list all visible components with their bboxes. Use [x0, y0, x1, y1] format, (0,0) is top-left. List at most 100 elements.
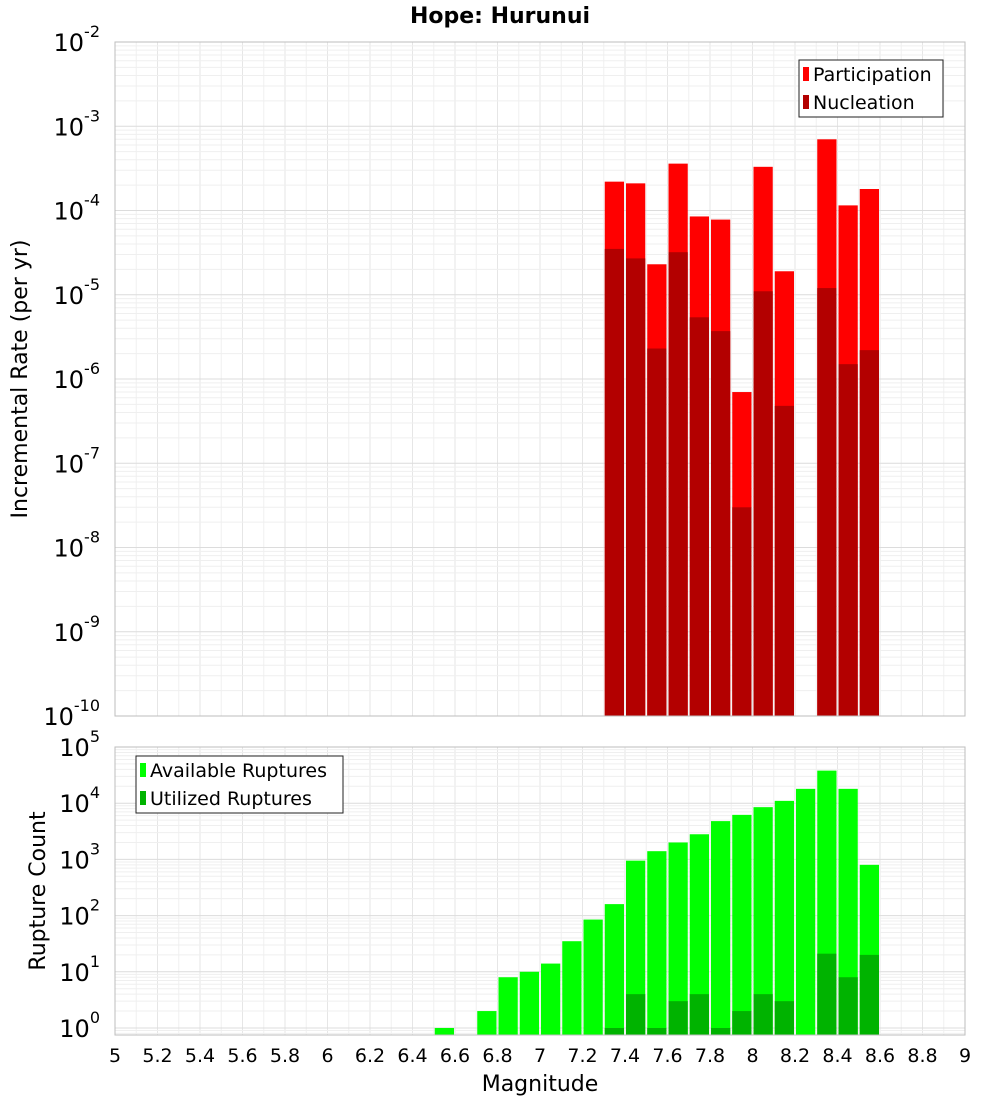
- bar-nucleation: [711, 331, 731, 716]
- x-axis-label: Magnitude: [482, 1072, 599, 1097]
- x-tick-label: 6.6: [440, 1045, 470, 1067]
- legend-label: Utilized Ruptures: [150, 788, 312, 810]
- bar-utilized-ruptures: [647, 1027, 667, 1035]
- bar-utilized-ruptures: [711, 1027, 731, 1035]
- x-tick-label: 5.4: [185, 1045, 215, 1067]
- bar-utilized-ruptures: [689, 994, 709, 1035]
- plot-frame: [114, 746, 966, 1036]
- x-tick-label: 5: [109, 1045, 121, 1067]
- bar-utilized-ruptures: [668, 1001, 688, 1035]
- legend-label: Participation: [813, 64, 932, 86]
- x-tick-label: 7.4: [610, 1045, 640, 1067]
- bottom-panel: 105 104 103 102 101 100 Available Ruptures Util…: [59, 727, 966, 1043]
- bar-nucleation: [626, 258, 646, 716]
- bar-utilized-ruptures: [732, 1011, 752, 1035]
- bar-utilized-ruptures: [626, 994, 646, 1035]
- legend-box: [135, 755, 344, 814]
- x-tick-label: 8.8: [907, 1045, 937, 1067]
- bar-available-ruptures: [604, 904, 624, 1035]
- bar-available-ruptures: [647, 851, 667, 1035]
- bar-available-ruptures: [541, 963, 561, 1035]
- y-tick-label: 101: [59, 952, 100, 987]
- bar-nucleation: [774, 405, 794, 716]
- bar-utilized-ruptures: [859, 954, 879, 1035]
- y-tick-label: 10-9: [54, 612, 101, 647]
- x-tick-label: 5.8: [270, 1045, 300, 1067]
- x-tick-label: 6.8: [482, 1045, 512, 1067]
- bar-available-ruptures: [626, 860, 646, 1035]
- bar-available-ruptures: [774, 800, 794, 1035]
- y-tick-label: 105: [59, 727, 100, 762]
- bar-available-ruptures: [562, 941, 582, 1035]
- x-tick-label: 6.2: [355, 1045, 385, 1067]
- legend: Available Ruptures Utilized Ruptures: [135, 755, 344, 814]
- bar-available-ruptures: [434, 1027, 454, 1035]
- y-tick-label: 10-2: [54, 22, 101, 57]
- x-tick-label: 8.4: [822, 1045, 852, 1067]
- bottom-y-axis-label: Rupture Count: [26, 811, 51, 971]
- y-tick-label: 10-3: [54, 106, 101, 141]
- plot-frame: [114, 41, 966, 717]
- bar-available-ruptures: [668, 842, 688, 1035]
- x-tick-label: 7: [534, 1045, 546, 1067]
- bar-nucleation: [859, 350, 879, 716]
- x-tick-label: 5.6: [227, 1045, 257, 1067]
- x-tick-label: 5.2: [142, 1045, 172, 1067]
- bar-available-ruptures: [753, 807, 773, 1035]
- x-tick-labels: 5 5.2 5.4 5.6 5.8 6 6.2 6.4 6.6 6.8 7 7.2 7.4 7.6 7.8 8…: [109, 1045, 971, 1067]
- top-y-axis-label: Incremental Rate (per yr): [8, 240, 33, 519]
- x-tick-label: 7.8: [695, 1045, 725, 1067]
- y-tick-label: 10-6: [54, 359, 101, 394]
- bar-available-ruptures: [711, 821, 731, 1035]
- legend-swatch: [140, 763, 146, 777]
- bar-nucleation: [753, 291, 773, 716]
- bar-available-ruptures: [498, 977, 518, 1035]
- x-tick-label: 7.2: [567, 1045, 597, 1067]
- bar-available-ruptures: [732, 814, 752, 1035]
- y-tick-label: 10-8: [54, 528, 101, 563]
- top-panel: 10-2 10-3 10-4 10-5 10-6 10-7 10-8 10-9 10-10 Par…: [43, 22, 966, 731]
- x-tick-label: 6: [321, 1045, 333, 1067]
- bar-utilized-ruptures: [774, 1001, 794, 1035]
- legend-label: Available Ruptures: [150, 760, 327, 782]
- legend-swatch: [140, 791, 146, 805]
- x-tick-label: 8.6: [865, 1045, 895, 1067]
- x-tick-label: 7.6: [652, 1045, 682, 1067]
- bar-nucleation: [732, 507, 752, 716]
- bar-nucleation: [647, 348, 667, 716]
- legend-swatch: [803, 95, 809, 109]
- y-tick-label: 10-5: [54, 275, 101, 310]
- bar-available-ruptures: [689, 834, 709, 1035]
- bar-available-ruptures: [477, 1011, 497, 1035]
- y-tick-label: 102: [59, 896, 100, 931]
- bar-nucleation: [689, 317, 709, 716]
- legend-swatch: [803, 67, 809, 81]
- bar-available-ruptures: [583, 919, 603, 1035]
- bar-nucleation: [838, 364, 858, 716]
- chart-title: Hope: Hurunui: [410, 4, 590, 29]
- y-tick-label: 104: [59, 783, 100, 818]
- y-tick-label: 10-10: [43, 696, 100, 731]
- x-tick-label: 6.4: [397, 1045, 427, 1067]
- bar-available-ruptures: [796, 788, 816, 1035]
- x-tick-label: 8: [746, 1045, 758, 1067]
- bar-nucleation: [604, 248, 624, 716]
- y-tick-label: 103: [59, 839, 100, 874]
- legend: Participation Nucleation: [798, 59, 944, 118]
- bar-utilized-ruptures: [838, 977, 858, 1035]
- y-tick-label: 10-4: [54, 191, 101, 226]
- x-tick-label: 8.2: [780, 1045, 810, 1067]
- x-tick-label: 9: [959, 1045, 971, 1067]
- bar-available-ruptures: [519, 971, 539, 1035]
- y-tick-label: 100: [59, 1008, 100, 1043]
- y-tick-label: 10-7: [54, 443, 101, 478]
- bar-available-ruptures: [838, 788, 858, 1035]
- legend-box: [798, 59, 944, 118]
- bar-utilized-ruptures: [817, 953, 837, 1035]
- bar-utilized-ruptures: [604, 1027, 624, 1035]
- legend-label: Nucleation: [813, 92, 915, 114]
- bar-nucleation: [668, 252, 688, 717]
- bar-utilized-ruptures: [753, 994, 773, 1035]
- bar-nucleation: [817, 288, 837, 716]
